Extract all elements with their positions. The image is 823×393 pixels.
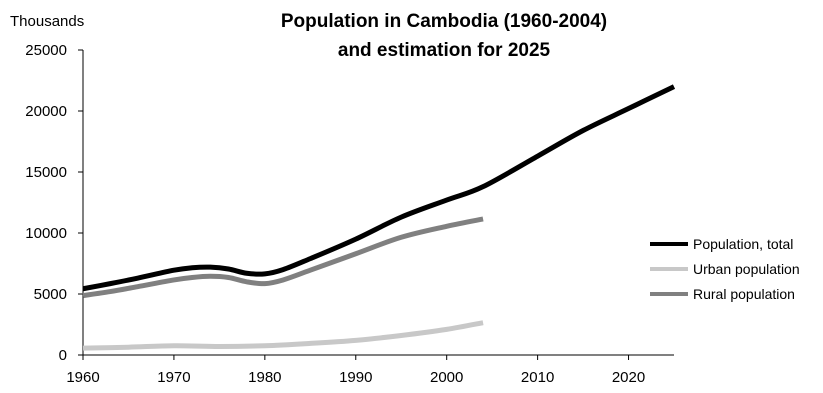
x-tick-label: 1960 — [66, 369, 99, 386]
series-layer — [82, 84, 676, 351]
x-tick-label: 1990 — [339, 369, 372, 386]
legend: Population, total Urban population Rural p… — [650, 236, 800, 302]
x-tick-label: 2010 — [521, 369, 554, 386]
x-tick-label: 2020 — [612, 369, 645, 386]
y-tick-label: 0 — [59, 347, 67, 364]
y-axis-unit-label: Thousands — [10, 13, 84, 30]
x-tick-label: 1980 — [248, 369, 281, 386]
chart-title-line-1: Population in Cambodia (1960-2004) — [281, 11, 607, 32]
chart-title-line-2: and estimation for 2025 — [338, 40, 551, 61]
y-tick-label: 5000 — [34, 286, 67, 303]
y-tick-label: 25000 — [25, 42, 67, 59]
y-tick-label: 15000 — [25, 164, 67, 181]
legend-label: Population, total — [693, 236, 793, 252]
y-tick-label: 10000 — [25, 225, 67, 242]
x-tick-label: 1970 — [157, 369, 190, 386]
x-tick-label: 2000 — [430, 369, 463, 386]
series-line-population-total — [82, 84, 676, 292]
axes: 0 5000 10000 15000 20000 25000 1960 1970 1980 199… — [25, 42, 674, 386]
y-tick-label: 20000 — [25, 103, 67, 120]
legend-label: Urban population — [693, 261, 800, 277]
legend-label: Rural population — [693, 286, 795, 302]
series-line-rural-population — [82, 216, 484, 299]
series-line-urban-population — [82, 320, 484, 351]
